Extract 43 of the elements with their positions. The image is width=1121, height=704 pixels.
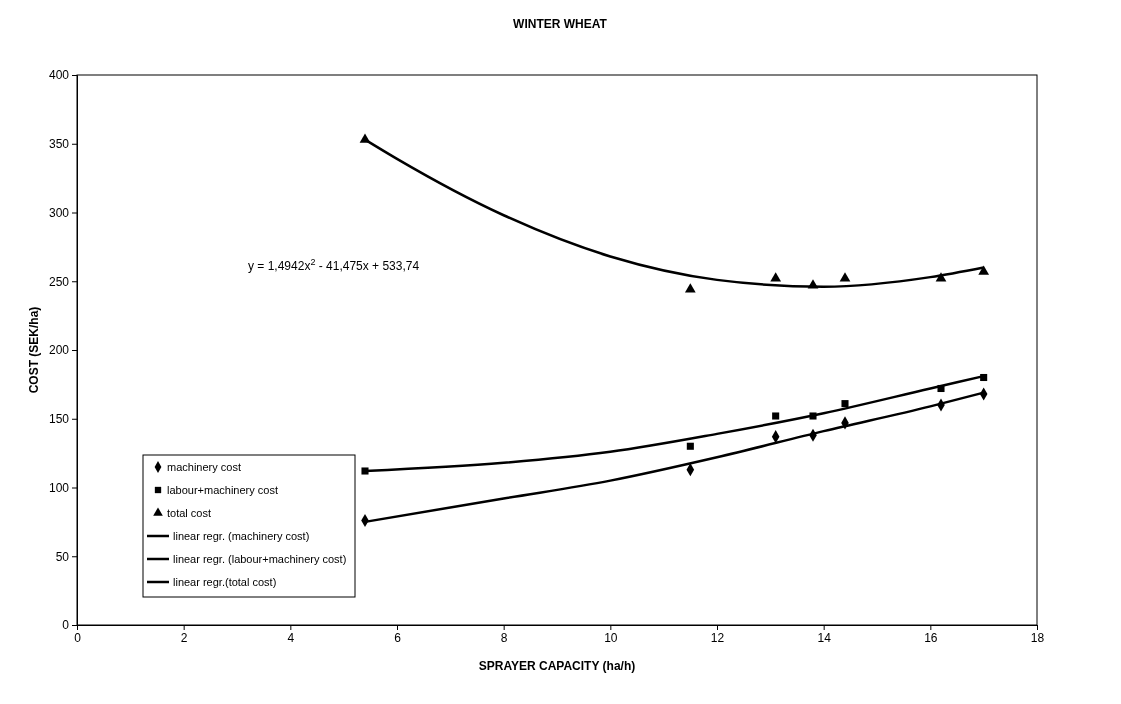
point	[809, 412, 817, 420]
y-tick-label: 50	[55, 549, 70, 564]
point	[807, 279, 819, 289]
point	[770, 272, 782, 282]
point	[980, 373, 988, 382]
x-tick-label: 12	[710, 630, 725, 645]
point	[935, 272, 947, 282]
point	[772, 412, 780, 420]
x-tick-label: 6	[394, 630, 402, 645]
point	[937, 384, 945, 393]
legend-label: linear regr. (machinery cost)	[173, 530, 310, 542]
y-tick-label: 400	[48, 68, 70, 83]
x-tick-label: 2	[180, 630, 188, 645]
y-tick-label: 150	[48, 412, 70, 427]
annotation: y = 1,4942x$^{2}$ - 41,475x + 533,74	[248, 257, 420, 273]
x-tick-label: 10	[604, 630, 618, 645]
x-tick-label: 16	[924, 630, 938, 645]
y-tick-label: 300	[48, 205, 70, 220]
x-tick-label: 8	[500, 630, 508, 645]
point	[978, 265, 990, 275]
legend-label: labour+machinery cost	[167, 484, 278, 496]
x-tick-label: 18	[1030, 630, 1045, 645]
point	[839, 272, 851, 282]
legend-label: linear regr. (labour+machinery cost)	[173, 553, 347, 565]
point	[686, 442, 694, 450]
legend-label: total cost	[167, 507, 212, 519]
x-tick-label: 14	[817, 630, 832, 645]
y-tick-label: 350	[48, 137, 70, 152]
legend-label: linear regr.(total cost)	[173, 576, 277, 588]
chart-title: WINTER WHEAT	[513, 17, 608, 31]
point	[359, 133, 371, 143]
y-tick-label: 250	[48, 274, 70, 289]
x-tick-label: 4	[287, 630, 295, 645]
y-tick-label: 200	[48, 343, 70, 358]
y-tick-label: 100	[48, 480, 70, 495]
point	[841, 400, 849, 408]
y-tick-label: 0	[62, 618, 70, 633]
point	[684, 283, 696, 293]
x-axis-title: SPRAYER CAPACITY (ha/h)	[478, 659, 636, 673]
legend-label: machinery cost	[167, 461, 241, 473]
y-axis-title: COST (SEK/ha)	[27, 306, 41, 394]
x-tick-label: 0	[74, 630, 82, 645]
point	[361, 467, 369, 475]
